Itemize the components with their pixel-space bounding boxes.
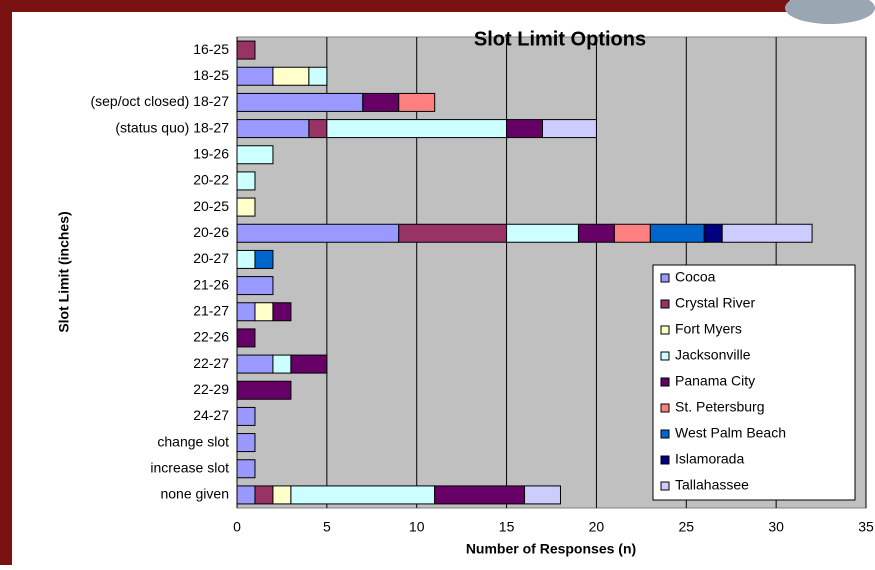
bar-segment: [577, 223, 615, 243]
legend-label: Fort Myers: [675, 321, 742, 337]
legend-label: St. Petersburg: [675, 399, 765, 415]
bar-segment: [236, 380, 292, 400]
y-tick-label: 21-27: [193, 302, 229, 318]
bar-segment: [290, 354, 328, 374]
y-tick-label: change slot: [157, 433, 229, 449]
legend-swatch: [660, 377, 670, 387]
bar-segment: [542, 119, 597, 139]
x-tick-label: 5: [323, 519, 331, 535]
bar-segment: [254, 302, 274, 322]
y-tick-label: 19-26: [193, 145, 229, 161]
legend-swatch: [660, 273, 670, 283]
bar-segment: [398, 223, 508, 243]
y-tick-label: (status quo) 18-27: [115, 119, 229, 135]
bar-segment: [308, 119, 328, 139]
bar-segment: [254, 249, 274, 269]
y-tick-label: 20-25: [193, 198, 229, 214]
bar-segment: [290, 485, 436, 505]
bar-segment: [398, 92, 436, 112]
bar-segment: [236, 223, 400, 243]
chart-title: Slot Limit Options: [474, 28, 646, 50]
top-border: [0, 0, 790, 12]
x-tick-label: 15: [499, 519, 515, 535]
bar-segment: [236, 433, 256, 453]
bar-segment: [236, 485, 256, 505]
bar-segment: [236, 354, 274, 374]
left-border: [0, 0, 12, 565]
bar-segment: [613, 223, 651, 243]
legend-box: [652, 264, 856, 501]
y-tick-label: (sep/oct closed) 18-27: [90, 93, 229, 109]
legend-label: Crystal River: [675, 295, 755, 311]
y-tick-label: increase slot: [150, 459, 229, 475]
legend-label: Islamorada: [675, 451, 744, 467]
bar-segment: [236, 171, 256, 191]
legend-swatch: [660, 351, 670, 361]
y-tick-label: none given: [160, 486, 229, 502]
y-tick-label: 18-25: [193, 67, 229, 83]
bar-segment: [308, 66, 328, 86]
x-tick-label: 20: [589, 519, 605, 535]
bar-segment: [326, 119, 508, 139]
y-tick-label: 16-25: [193, 41, 229, 57]
x-tick-label: 30: [768, 519, 784, 535]
y-tick-label: 22-27: [193, 355, 229, 371]
bar-segment: [649, 223, 705, 243]
legend-swatch: [660, 403, 670, 413]
y-tick-label: 22-26: [193, 329, 229, 345]
bar-segment: [272, 485, 292, 505]
bar-segment: [236, 406, 256, 426]
bar-segment: [236, 302, 256, 322]
bar-segment: [236, 40, 256, 60]
bar-segment: [236, 328, 256, 348]
bar-segment: [236, 459, 256, 479]
legend-label: Tallahassee: [675, 477, 749, 493]
bar-segment: [236, 249, 256, 269]
bar-segment: [272, 354, 292, 374]
legend-label: Panama City: [675, 373, 755, 389]
legend-swatch: [660, 429, 670, 439]
bar-segment: [236, 119, 310, 139]
bar-segment: [721, 223, 813, 243]
bar-segment: [703, 223, 723, 243]
bar-segment: [434, 485, 526, 505]
bar-segment: [506, 119, 544, 139]
legend-swatch: [660, 299, 670, 309]
legend-swatch: [660, 455, 670, 465]
y-tick-label: 22-29: [193, 381, 229, 397]
bar-segment: [524, 485, 561, 505]
legend-swatch: [660, 481, 670, 491]
y-axis-label: Slot Limit (inches): [56, 211, 72, 332]
legend-label: Cocoa: [675, 269, 716, 285]
bar-segment: [362, 92, 400, 112]
bar-segment: [236, 197, 256, 217]
bar-segment: [236, 276, 274, 296]
legend-swatch: [660, 325, 670, 335]
y-tick-label: 20-22: [193, 172, 229, 188]
y-tick-label: 21-26: [193, 276, 229, 292]
x-axis-label: Number of Responses (n): [466, 541, 636, 557]
bar-segment: [272, 302, 292, 322]
fish-decoration: [785, 0, 875, 24]
y-tick-label: 24-27: [193, 407, 229, 423]
y-tick-label: 20-26: [193, 224, 229, 240]
legend-label: Jacksonville: [675, 347, 751, 363]
bar-segment: [236, 66, 274, 86]
y-tick-label: 20-27: [193, 250, 229, 266]
bar-segment: [272, 66, 310, 86]
bar-segment: [254, 485, 274, 505]
x-tick-label: 25: [678, 519, 694, 535]
bar-segment: [236, 92, 364, 112]
legend-label: West Palm Beach: [675, 425, 786, 441]
bar-segment: [236, 145, 274, 165]
bar-segment: [506, 223, 579, 243]
x-tick-label: 35: [858, 519, 874, 535]
x-tick-label: 10: [409, 519, 425, 535]
x-tick-label: 0: [233, 519, 241, 535]
